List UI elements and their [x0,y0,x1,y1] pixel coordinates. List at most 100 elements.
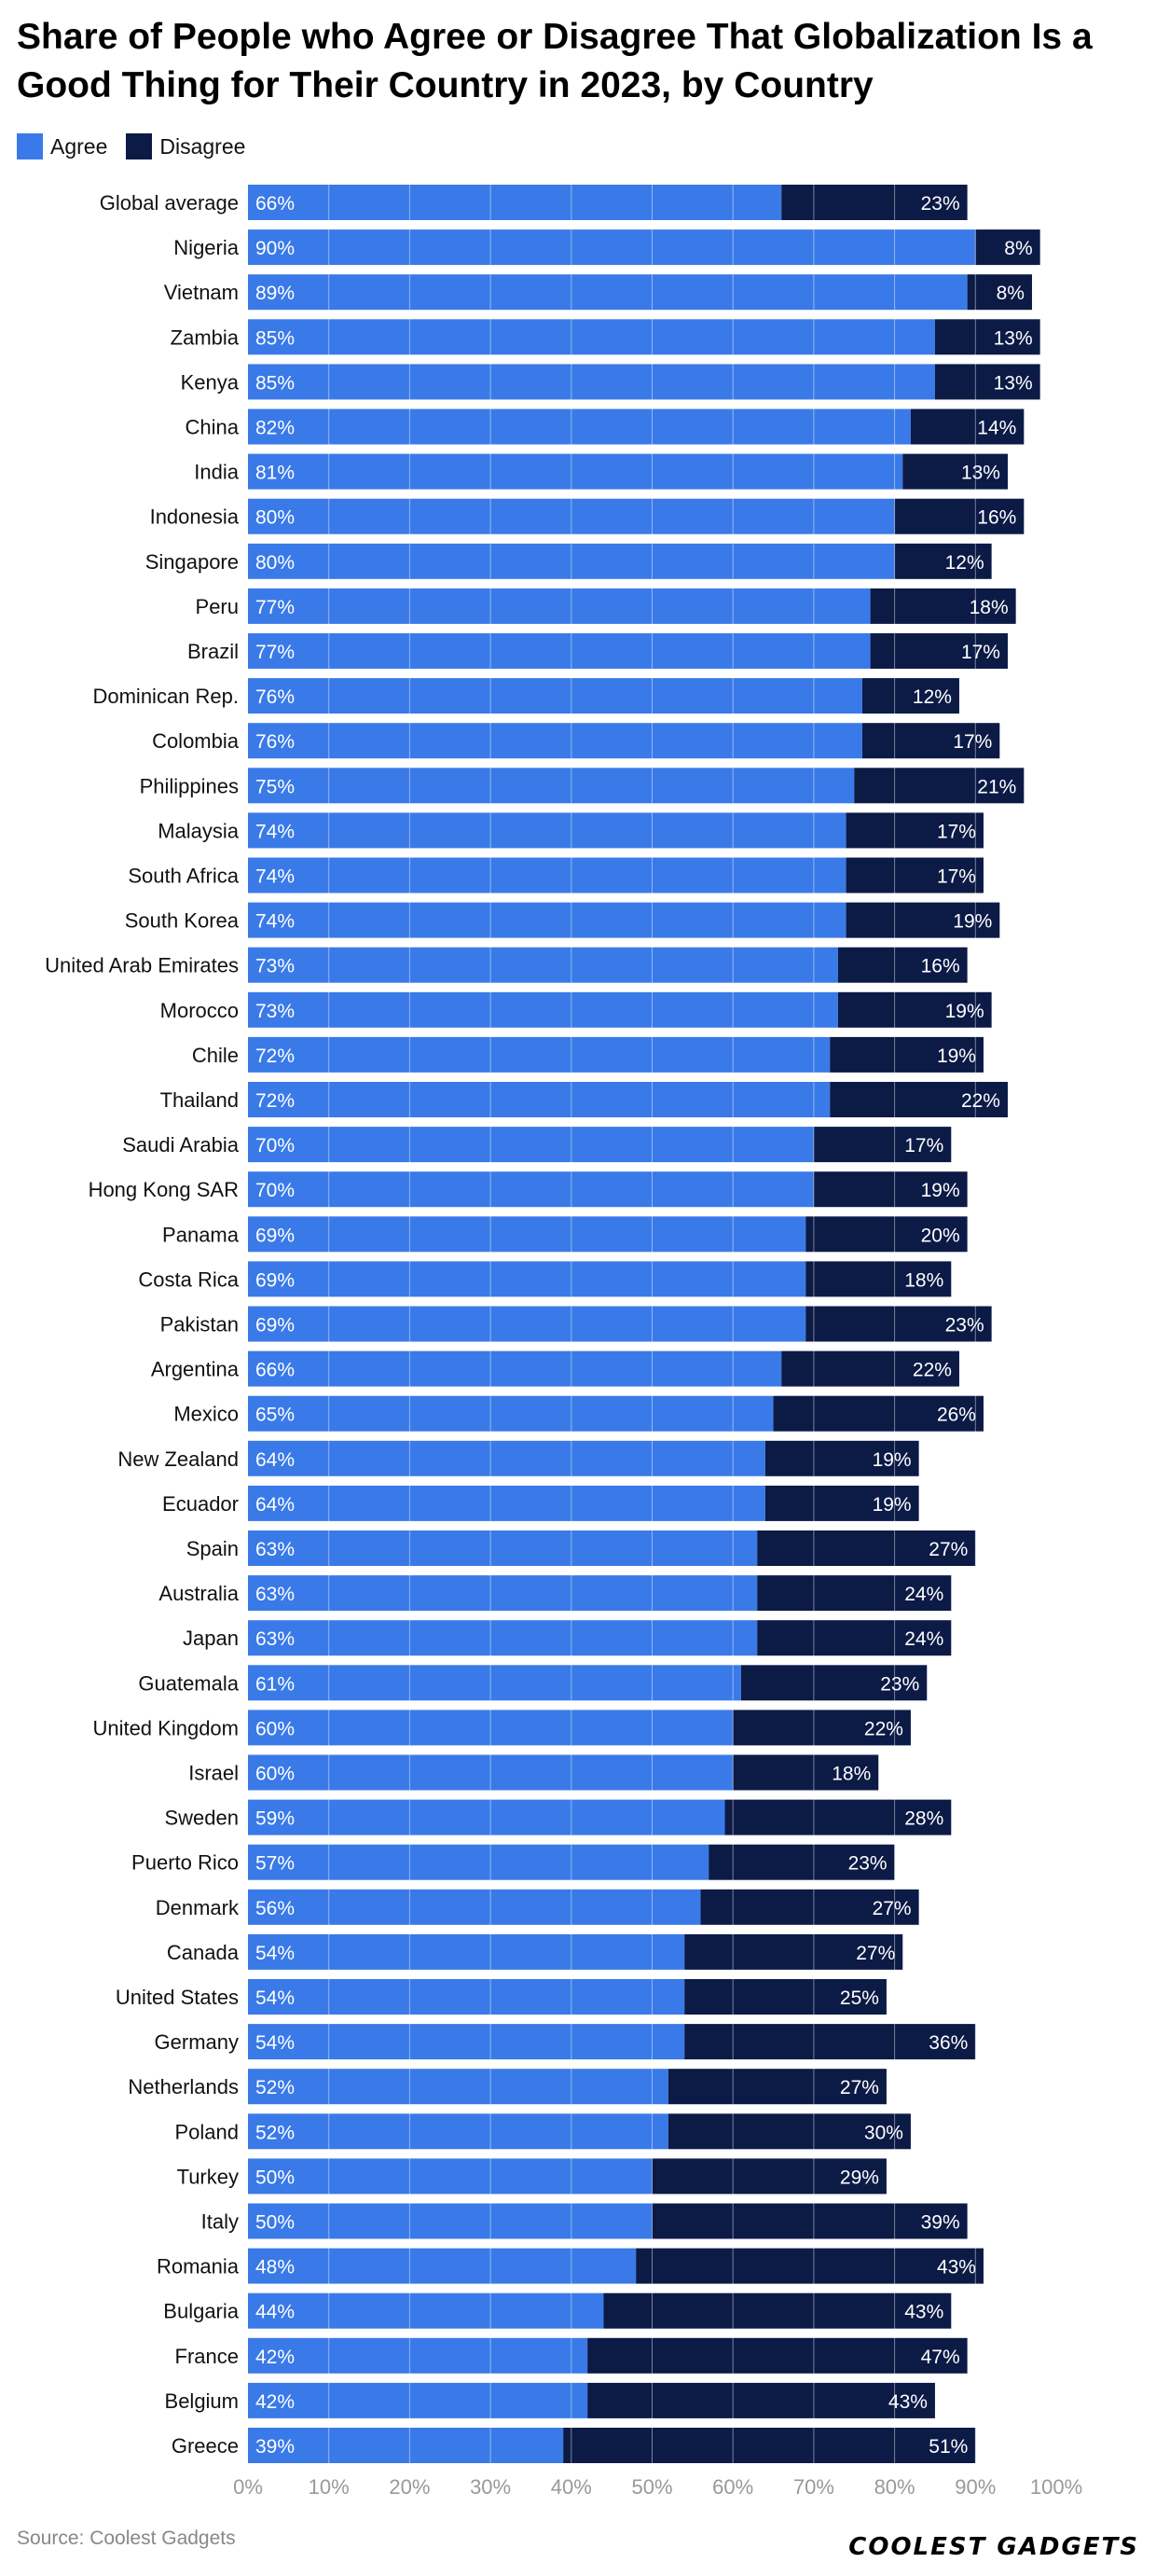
data-label-disagree: 19% [873,1494,912,1516]
legend-label-disagree: Disagree [159,133,246,159]
bar-disagree [764,1485,919,1521]
bar-disagree [805,1261,952,1297]
bar-disagree [861,678,959,714]
data-label-disagree: 25% [840,1987,879,2009]
data-label-disagree: 43% [904,2302,943,2323]
category-label: Saudi Arabia [122,1133,240,1156]
bar-agree [248,2113,668,2150]
data-label-agree: 72% [255,1046,295,1067]
category-label: Dominican Rep. [92,685,239,708]
data-label-disagree: 17% [953,731,992,753]
category-label: Poland [174,2120,239,2143]
category-label: Panama [162,1223,240,1246]
data-label-disagree: 17% [904,1135,943,1156]
x-tick-label: 100% [1030,2475,1082,2499]
bar-disagree [781,185,968,220]
bar-disagree [870,588,1016,624]
data-label-disagree: 8% [1004,238,1032,259]
x-tick-label: 90% [955,2475,996,2499]
data-label-agree: 64% [255,1494,295,1516]
legend-swatch-disagree [126,133,153,159]
category-label: Romania [157,2255,240,2278]
category-label: Turkey [177,2165,239,2188]
data-label-agree: 76% [255,686,295,708]
data-label-disagree: 30% [864,2122,903,2143]
data-label-disagree: 43% [888,2391,928,2413]
bar-disagree [733,1710,911,1746]
bar-agree [248,947,838,983]
data-label-agree: 42% [255,2391,295,2413]
bar-agree [248,2337,588,2374]
category-label: South Africa [128,865,239,888]
data-label-agree: 74% [255,911,295,933]
x-tick-label: 80% [874,2475,915,2499]
bar-disagree [975,229,1040,266]
data-label-agree: 74% [255,821,295,842]
data-label-agree: 69% [255,1225,295,1246]
data-label-agree: 48% [255,2257,295,2278]
data-label-agree: 80% [255,507,295,529]
bar-disagree [757,1575,952,1612]
bar-agree [248,1395,774,1432]
data-label-agree: 66% [255,1360,295,1381]
category-label: United Arab Emirates [45,954,239,977]
bar-disagree [587,2382,935,2418]
data-label-disagree: 28% [904,1808,943,1830]
bar-agree [248,2292,604,2329]
bar-disagree [846,857,984,893]
data-label-agree: 85% [255,327,295,349]
source-note: Source: Coolest Gadgets [17,2528,236,2549]
category-label: Ecuador [162,1492,239,1516]
bar-disagree [757,1620,952,1656]
bar-disagree [764,1440,919,1476]
bar-disagree [684,2024,976,2060]
bar-disagree [603,2292,952,2329]
data-label-disagree: 21% [977,776,1016,797]
data-label-disagree: 39% [921,2212,960,2234]
data-label-agree: 72% [255,1090,295,1112]
data-label-disagree: 27% [856,1943,895,1964]
data-label-disagree: 13% [961,463,1000,484]
data-label-disagree: 23% [921,193,960,215]
category-label: Netherlands [128,2075,239,2098]
category-label: Hong Kong SAR [89,1178,239,1201]
bar-disagree [587,2337,968,2374]
bar-agree [248,2428,564,2463]
category-label: Philippines [140,774,239,797]
category-label: Morocco [160,999,239,1022]
bar-disagree [684,1933,903,1970]
bar-agree [248,1889,701,1925]
category-label: United States [116,1986,239,2009]
category-label: Global average [100,191,239,215]
category-label: South Korea [125,909,240,933]
bar-agree [248,1485,765,1521]
data-label-disagree: 47% [921,2347,960,2368]
category-label: France [175,2345,239,2368]
data-label-disagree: 17% [937,821,976,842]
legend-item-disagree: Disagree [126,133,245,159]
bar-agree [248,2069,668,2105]
bar-agree [248,2024,685,2060]
data-label-agree: 74% [255,866,295,888]
bar-disagree [667,2113,911,2150]
x-tick-label: 40% [551,2475,592,2499]
bar-chart: Global average 66% 23% Nigeria 90% 8% Vietnam 8… [45,185,1082,2499]
bar-disagree [934,319,1040,355]
bar-disagree [894,498,1025,534]
data-label-disagree: 24% [904,1628,943,1650]
data-label-agree: 70% [255,1135,295,1156]
bar-agree [248,1530,758,1566]
data-label-agree: 69% [255,1269,295,1291]
data-label-disagree: 16% [977,507,1016,529]
category-label: Israel [188,1762,239,1785]
data-label-agree: 66% [255,193,295,215]
bar-disagree [740,1665,928,1701]
bar-agree [248,2203,653,2239]
bar-disagree [967,274,1032,311]
bar-disagree [813,1171,968,1208]
data-label-agree: 63% [255,1539,295,1560]
category-label: Brazil [187,640,239,663]
data-label-disagree: 16% [921,956,960,977]
bar-agree [248,588,871,624]
x-tick-label: 50% [631,2475,672,2499]
